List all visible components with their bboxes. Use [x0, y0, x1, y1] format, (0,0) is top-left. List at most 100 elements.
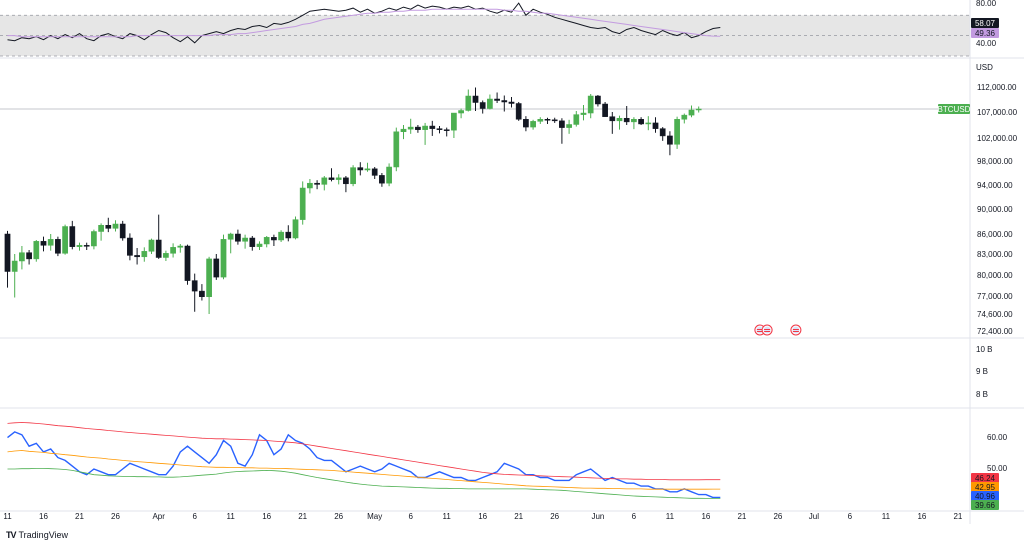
tradingview-logo-icon[interactable]: TV — [6, 530, 16, 540]
candle[interactable] — [271, 237, 277, 241]
candle[interactable] — [602, 103, 608, 117]
rsi-pane[interactable] — [0, 2, 970, 57]
candle[interactable] — [242, 237, 248, 242]
candle[interactable] — [19, 252, 25, 262]
us-flag-icon[interactable] — [761, 324, 773, 336]
candle[interactable] — [47, 239, 54, 246]
candle[interactable] — [609, 116, 616, 122]
candle[interactable] — [400, 128, 407, 133]
candle[interactable] — [69, 226, 76, 247]
indicator-blue-line[interactable] — [7, 431, 721, 499]
candle[interactable] — [638, 119, 644, 125]
us-flag-icon[interactable] — [790, 324, 802, 336]
candle[interactable] — [371, 168, 378, 176]
candle[interactable] — [177, 245, 184, 248]
candle[interactable] — [105, 225, 112, 229]
candle[interactable] — [206, 258, 212, 297]
candle[interactable] — [494, 98, 500, 101]
candle[interactable] — [191, 280, 198, 292]
candle[interactable] — [623, 117, 630, 123]
candle[interactable] — [170, 247, 176, 254]
candle[interactable] — [537, 119, 544, 122]
candle[interactable] — [235, 233, 241, 242]
candle[interactable] — [645, 122, 652, 125]
candle[interactable] — [134, 255, 140, 258]
candle[interactable] — [573, 114, 580, 125]
time-axis[interactable]: 11 16 21 26 Apr 6 11 16 21 26 May 6 11 16 21 26 Jun 6 11 16… — [3, 512, 963, 521]
candle[interactable] — [659, 128, 666, 137]
candle[interactable] — [33, 241, 40, 260]
candle[interactable] — [508, 101, 515, 104]
candle[interactable] — [530, 121, 536, 128]
symbol-last-price-badge[interactable] — [938, 104, 970, 114]
price-pane[interactable] — [0, 87, 970, 336]
candle[interactable] — [55, 239, 61, 254]
candle[interactable] — [328, 177, 335, 180]
candle[interactable] — [91, 231, 97, 247]
candle[interactable] — [278, 231, 284, 241]
candle[interactable] — [26, 252, 32, 260]
candle[interactable] — [112, 223, 119, 229]
candle[interactable] — [458, 110, 464, 114]
candle[interactable] — [688, 109, 695, 116]
candle[interactable] — [11, 260, 18, 272]
candle[interactable] — [436, 128, 443, 130]
indicator-red-line[interactable] — [7, 422, 721, 481]
candle[interactable] — [184, 245, 191, 281]
candle[interactable] — [199, 290, 205, 298]
candle[interactable] — [364, 168, 371, 171]
candle[interactable] — [155, 239, 162, 258]
candle[interactable] — [551, 119, 558, 122]
candle[interactable] — [422, 125, 428, 130]
candle[interactable] — [285, 231, 292, 239]
candle[interactable] — [141, 251, 148, 258]
indicator-green-line[interactable] — [7, 467, 721, 499]
candle[interactable] — [695, 108, 702, 111]
candle[interactable] — [4, 233, 11, 272]
indicator-pane[interactable] — [7, 422, 721, 499]
candle[interactable] — [62, 226, 68, 254]
candle[interactable] — [595, 95, 601, 105]
candle[interactable] — [407, 126, 414, 130]
candle[interactable] — [652, 122, 659, 129]
candle[interactable] — [386, 166, 392, 184]
candle[interactable] — [487, 98, 493, 109]
candle[interactable] — [616, 117, 623, 122]
candle[interactable] — [314, 182, 320, 185]
candle[interactable] — [443, 129, 450, 131]
candle[interactable] — [321, 177, 328, 185]
indicator-orange-line[interactable] — [7, 450, 721, 490]
candle[interactable] — [213, 258, 220, 278]
candle[interactable] — [148, 239, 155, 252]
candle[interactable] — [40, 241, 47, 246]
candle[interactable] — [263, 237, 270, 245]
candle[interactable] — [83, 245, 90, 247]
candle[interactable] — [667, 135, 673, 145]
candle[interactable] — [343, 177, 349, 185]
candle[interactable] — [220, 239, 227, 278]
candle[interactable] — [429, 125, 436, 129]
candle[interactable] — [227, 233, 234, 240]
candle[interactable] — [350, 167, 356, 185]
candle[interactable] — [249, 237, 256, 247]
candle[interactable] — [119, 223, 126, 239]
candle[interactable] — [559, 120, 565, 128]
candle[interactable] — [98, 225, 104, 232]
candle[interactable] — [479, 102, 486, 109]
candle[interactable] — [127, 237, 133, 256]
candle[interactable] — [299, 187, 306, 220]
candle[interactable] — [587, 95, 594, 114]
rsi-line[interactable] — [7, 2, 721, 44]
candle[interactable] — [307, 182, 313, 189]
candle[interactable] — [357, 167, 364, 171]
candle[interactable] — [335, 177, 342, 180]
candle[interactable] — [379, 175, 385, 184]
candle[interactable] — [674, 119, 680, 145]
candle[interactable] — [580, 112, 587, 115]
candle[interactable] — [472, 95, 479, 103]
candle[interactable] — [544, 119, 551, 121]
candle[interactable] — [681, 114, 688, 120]
brand-name[interactable]: TradingView — [18, 530, 69, 540]
